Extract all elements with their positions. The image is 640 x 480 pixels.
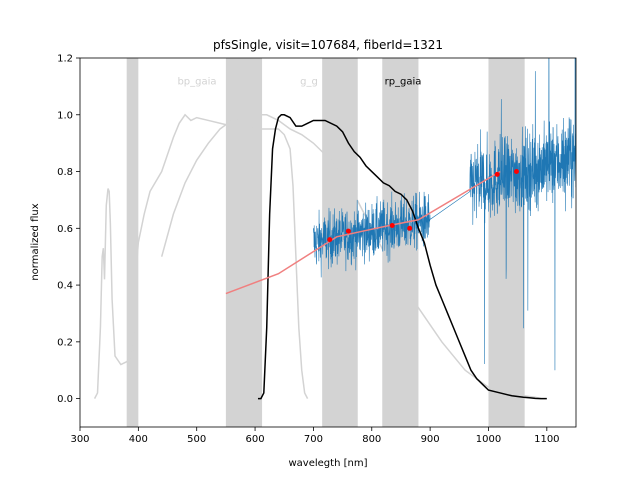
bp-gaia-filter-curve bbox=[93, 113, 309, 399]
y-axis-label: normalized flux bbox=[30, 203, 41, 280]
y-tick-label: 0.8 bbox=[57, 167, 73, 178]
photometry-point-1 bbox=[327, 237, 333, 243]
x-tick-label: 400 bbox=[129, 434, 148, 445]
x-tick-label: 1000 bbox=[476, 434, 501, 445]
x-tick-label: 700 bbox=[304, 434, 323, 445]
y-tick-label: 0.6 bbox=[57, 224, 73, 235]
x-tick-label: 900 bbox=[421, 434, 440, 445]
y-tick-label: 0.0 bbox=[57, 394, 73, 405]
chart-title: pfsSingle, visit=107684, fiberId=1321 bbox=[213, 38, 443, 52]
band-label-bp-gaia: bp_gaia bbox=[177, 77, 216, 88]
x-tick-label: 300 bbox=[70, 434, 89, 445]
band-label-rp-gaia: rp_gaia bbox=[385, 77, 422, 88]
photometry-point-6 bbox=[513, 169, 519, 175]
x-tick-label: 600 bbox=[246, 434, 265, 445]
band-label-g-g: g_g bbox=[300, 77, 318, 88]
photometry-point-4 bbox=[407, 225, 413, 231]
x-ticks: 300 400 500 600 700 800 900 1000 1100 bbox=[70, 427, 560, 445]
shaded-region-1 bbox=[126, 58, 139, 427]
y-tick-label: 1.0 bbox=[57, 110, 73, 121]
y-tick-label: 0.2 bbox=[57, 337, 73, 348]
photometry-point-3 bbox=[389, 222, 395, 228]
x-tick-label: 1100 bbox=[534, 434, 559, 445]
axes bbox=[79, 57, 577, 428]
shaded-region-2 bbox=[225, 58, 263, 427]
photometry-point-5 bbox=[494, 171, 500, 177]
plot-curves bbox=[93, 58, 576, 400]
band-labels: bp_gaia g_g rp_gaia bbox=[177, 77, 421, 88]
g-gaia-filter-curve bbox=[257, 114, 547, 400]
photometry-fit-line bbox=[225, 170, 501, 295]
x-tick-label: 500 bbox=[187, 434, 206, 445]
y-tick-label: 1.2 bbox=[57, 54, 73, 65]
y-tick-label: 0.4 bbox=[57, 281, 73, 292]
axes-frame bbox=[79, 57, 577, 428]
x-tick-label: 800 bbox=[362, 434, 381, 445]
x-axis-label: wavelegth [nm] bbox=[289, 458, 368, 469]
y-ticks: 0.0 0.2 0.4 0.6 0.8 1.0 1.2 bbox=[57, 54, 80, 405]
photometry-point-2 bbox=[345, 228, 351, 234]
spectrum-line bbox=[313, 58, 576, 371]
